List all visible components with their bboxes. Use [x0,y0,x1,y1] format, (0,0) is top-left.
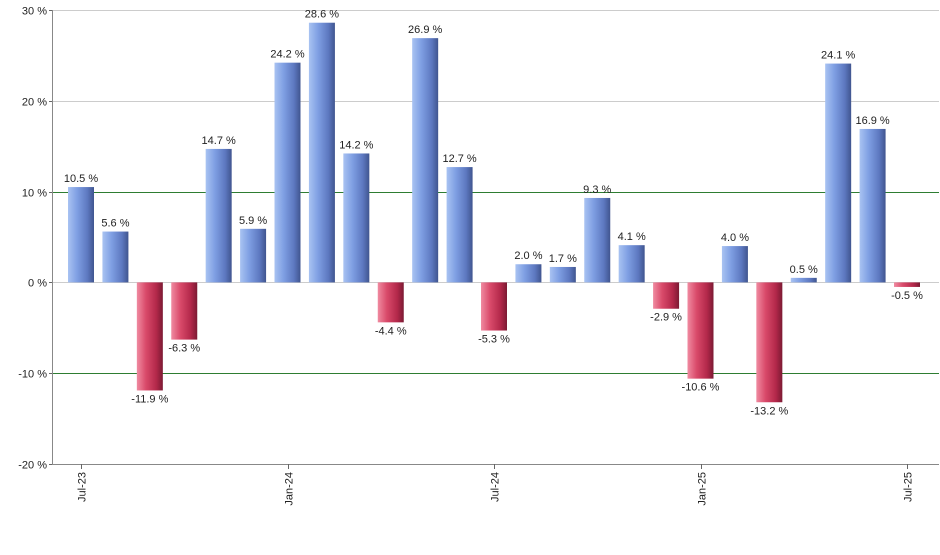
bar [205,148,232,283]
bar [756,282,783,403]
bar-value-label: -10.6 % [682,382,720,394]
bar-value-label: -6.3 % [168,343,200,355]
y-tick-label: -10 % [18,369,47,381]
bar [446,167,473,283]
bar-value-label: 14.7 % [202,135,236,147]
bar-value-label: -0.5 % [891,290,923,302]
x-tick-label: Jul-25 [903,472,915,502]
bar [894,282,920,287]
bar-value-label: -4.4 % [375,325,407,337]
bar [412,38,439,283]
bar [653,282,680,309]
bar-value-label: 12.7 % [442,153,476,165]
bar [171,282,198,340]
y-tick-label: 0 % [28,278,47,290]
bar [515,264,542,283]
y-tick-label: 20 % [22,97,47,109]
bar [68,187,94,283]
y-tick-label: 10 % [22,188,47,200]
bar [790,277,817,283]
bar [136,282,163,391]
bar-value-label: 0.5 % [790,264,818,276]
bar-value-label: -11.9 % [131,393,168,405]
bar-value-label: 16.9 % [855,115,889,127]
y-tick-label: 30 % [22,6,47,18]
bar-value-label: 28.6 % [305,9,339,21]
bar-value-label: 2.0 % [514,250,542,262]
bar [549,266,576,283]
y-tick-label: -20 % [18,460,47,472]
bar [377,282,404,323]
bar [274,62,301,283]
x-tick-label: Jul-23 [77,472,89,502]
bar [343,153,370,283]
bar-value-label: 1.7 % [549,253,577,265]
bar [687,282,714,379]
bar [618,245,645,283]
bar-value-label: 14.2 % [339,139,373,151]
bar-value-label: 26.9 % [408,24,442,36]
bar-value-label: -2.9 % [650,312,682,324]
bar-value-label: 5.6 % [101,218,129,230]
bar [584,197,611,283]
bar [721,246,748,283]
bar-value-label: -5.3 % [478,334,510,346]
bar-value-label: 5.9 % [239,215,267,227]
bar-value-label: 4.1 % [618,231,646,243]
bar-value-label: 4.0 % [721,232,749,244]
bars-layer [68,22,920,403]
bar [308,22,335,283]
bar [240,228,267,283]
bar [825,63,852,283]
axis-layer: -20 % -10 % 0 % 10 % 20 % 30 % Jul-23 Jan-24 Jul… [18,6,939,506]
value-labels-layer: 10.5 % 5.6 % -11.9 % -6.3 % 14.7 % 5.9 % 24.2 … [64,9,923,418]
bar [859,128,886,283]
bar-value-label: 9.3 % [583,184,611,196]
bar-value-label: 10.5 % [64,173,98,185]
bar-value-label: 24.1 % [821,50,855,62]
grid-layer [52,10,939,465]
bar [481,282,507,331]
x-tick-label: Jan-25 [697,472,709,506]
x-tick-label: Jan-24 [284,472,296,506]
x-tick-label: Jul-24 [490,472,502,502]
bar-value-label: -13.2 % [750,405,788,417]
bar [102,231,129,283]
bar-value-label: 24.2 % [270,49,304,61]
